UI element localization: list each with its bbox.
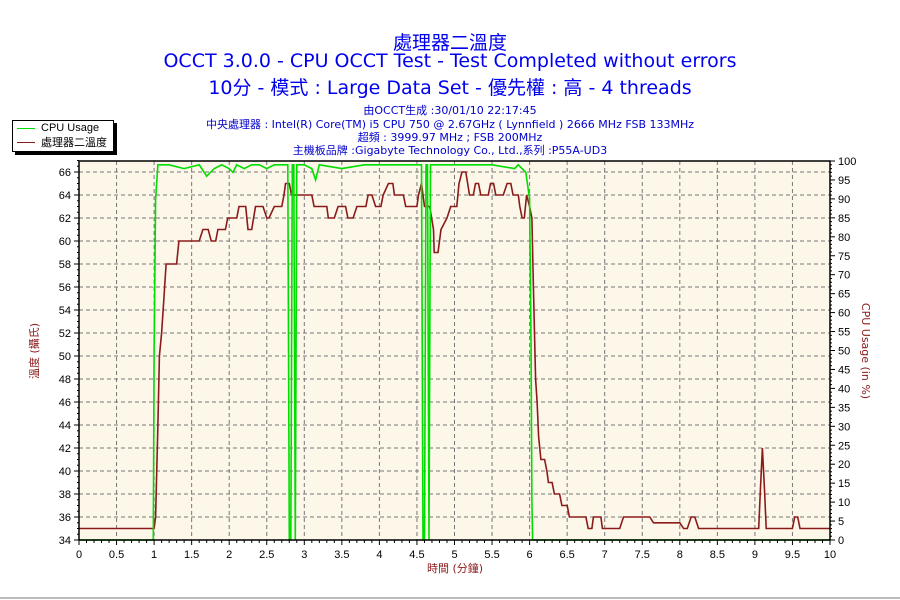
- y-tick-label: 46: [59, 397, 71, 409]
- y2-tick-label: 70: [838, 270, 850, 282]
- x-tick-label: 8: [677, 549, 683, 561]
- grid-lines: [78, 161, 831, 541]
- x-tick-label: 9.5: [785, 549, 800, 561]
- x-tick-label: 7.5: [635, 549, 650, 561]
- y2-tick-label: 45: [838, 364, 850, 376]
- y2-tick-label: 40: [838, 383, 850, 395]
- y-tick-label: 44: [59, 420, 71, 432]
- x-tick-label: 3: [301, 549, 307, 561]
- y-tick-label: 64: [59, 190, 71, 202]
- x-tick-label: 1.5: [184, 549, 199, 561]
- y2-tick-label: 30: [838, 421, 850, 433]
- axes: 0 0.5 1 1.5 2 2.5 3 3.5 4 4.5 5 5.5 6 6.5 7 7.5 8 8.5 9 9.5…: [59, 156, 857, 561]
- y-tick-label: 62: [59, 213, 71, 225]
- y2-tick-label: 100: [838, 156, 856, 168]
- y2-tick-label: 55: [838, 327, 850, 339]
- x-tick-label: 5: [451, 549, 457, 561]
- test-summary: OCCT 3.0.0 - CPU OCCT Test - Test Comple…: [163, 50, 737, 72]
- y-tick-label: 52: [59, 328, 71, 340]
- y-tick-label: 60: [59, 236, 71, 248]
- y2-tick-label: 25: [838, 440, 850, 452]
- y-tick-label: 48: [59, 374, 71, 386]
- legend-label: CPU Usage: [41, 122, 100, 134]
- x-tick-label: 1: [151, 549, 157, 561]
- cpu-info: 中央處理器 : Intel(R) Core(TM) i5 CPU 750 @ 2…: [205, 118, 695, 131]
- y2-tick-label: 50: [838, 346, 850, 358]
- temperature-line: [79, 171, 830, 530]
- chart-title: 處理器二溫度: [392, 32, 507, 54]
- x-tick-label: 6: [527, 549, 533, 561]
- chart-legend: CPU Usage 處理器二溫度: [12, 120, 114, 152]
- bottom-divider: [0, 597, 900, 599]
- y2-tick-label: 5: [838, 516, 844, 528]
- cpu-usage-line: [79, 163, 830, 541]
- x-tick-label: 4.5: [409, 549, 424, 561]
- y-tick-label: 50: [59, 351, 71, 363]
- x-tick-label: 4: [376, 549, 382, 561]
- y-tick-label: 58: [59, 259, 71, 271]
- legend-item-temperature: 處理器二溫度: [13, 135, 113, 149]
- overclock-info: 超頻 : 3999.97 MHz ; FSB 200MHz: [357, 131, 543, 144]
- cpu-usage-line-swatch: [17, 127, 35, 129]
- y2-tick-label: 95: [838, 175, 850, 187]
- y-tick-label: 36: [59, 512, 71, 524]
- y2-axis-title: CPU Usage (in %): [859, 303, 872, 399]
- x-tick-label: 5.5: [484, 549, 499, 561]
- y-tick-label: 54: [59, 305, 71, 317]
- x-tick-label: 8.5: [710, 549, 725, 561]
- x-tick-label: 2: [226, 549, 232, 561]
- y2-tick-label: 15: [838, 478, 850, 490]
- x-tick-label: 2.5: [259, 549, 274, 561]
- x-tick-label: 10: [824, 549, 836, 561]
- y2-tick-label: 10: [838, 497, 850, 509]
- y-axis-title: 溫度 (攝氏): [27, 323, 41, 379]
- y-tick-label: 56: [59, 282, 71, 294]
- y-tick-label: 40: [59, 466, 71, 478]
- y-tick-label: 38: [59, 489, 71, 501]
- y-tick-label: 34: [59, 535, 71, 547]
- x-tick-label: 7: [602, 549, 608, 561]
- motherboard-info: 主機板品牌 :Gigabyte Technology Co., Ltd.,系列 …: [292, 144, 608, 157]
- legend-label: 處理器二溫度: [41, 137, 107, 149]
- x-tick-label: 9: [752, 549, 758, 561]
- y2-tick-label: 0: [838, 535, 844, 547]
- y-tick-label: 66: [59, 167, 71, 179]
- y2-tick-label: 90: [838, 194, 850, 206]
- y-tick-label: 42: [59, 443, 71, 455]
- y2-tick-label: 85: [838, 213, 850, 225]
- y2-tick-label: 35: [838, 402, 850, 414]
- x-tick-label: 3.5: [334, 549, 349, 561]
- x-tick-label: 6.5: [560, 549, 575, 561]
- x-tick-label: 0.5: [109, 549, 124, 561]
- y2-tick-label: 65: [838, 289, 850, 301]
- y2-tick-label: 20: [838, 459, 850, 471]
- data-series: [79, 163, 830, 541]
- test-settings: 10分 - 模式 : Large Data Set - 優先權 : 高 - 4 …: [208, 77, 692, 99]
- generated-info: 由OCCT生成 :30/01/10 22:17:45: [363, 104, 537, 117]
- legend-item-cpu-usage: CPU Usage: [13, 121, 113, 135]
- y2-tick-label: 60: [838, 308, 850, 320]
- x-axis-title: 時間 (分鐘): [427, 561, 483, 575]
- y2-tick-label: 80: [838, 232, 850, 244]
- x-tick-label: 0: [76, 549, 82, 561]
- temperature-line-swatch: [17, 141, 35, 143]
- y2-tick-label: 75: [838, 251, 850, 263]
